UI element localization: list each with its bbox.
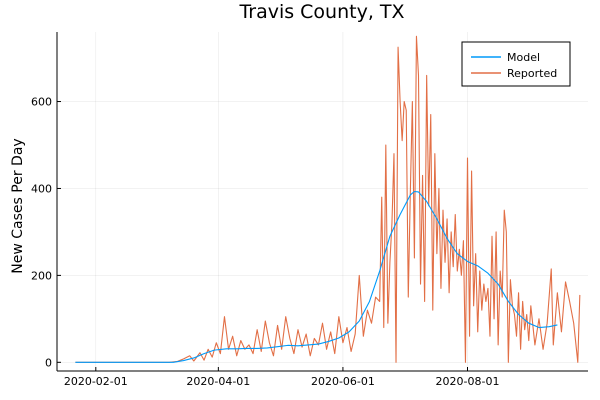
y-tick-label: 600 — [31, 96, 52, 109]
chart-title: Travis County, TX — [238, 1, 404, 23]
legend-label-model: Model — [507, 51, 540, 64]
y-tick-label: 200 — [31, 269, 52, 282]
axes — [56, 32, 588, 372]
x-tick-label: 2020-02-01 — [64, 375, 128, 388]
series-layer — [75, 35, 581, 363]
x-tick-label: 2020-08-01 — [436, 375, 500, 388]
y-tick-label: 0 — [45, 356, 52, 369]
x-tick-label: 2020-04-01 — [186, 375, 250, 388]
series-line-reported — [75, 35, 581, 363]
ticks: 2020-02-01 2020-04-01 2020-06-01 2020-08-01… — [31, 96, 499, 388]
x-tick-label: 2020-06-01 — [311, 375, 375, 388]
legend-box — [461, 41, 571, 87]
series-line-model — [75, 190, 558, 363]
legend: Model Reported — [461, 41, 571, 87]
y-axis-label: New Cases Per Day — [10, 138, 26, 273]
y-tick-label: 400 — [31, 182, 52, 195]
legend-label-reported: Reported — [507, 67, 557, 80]
